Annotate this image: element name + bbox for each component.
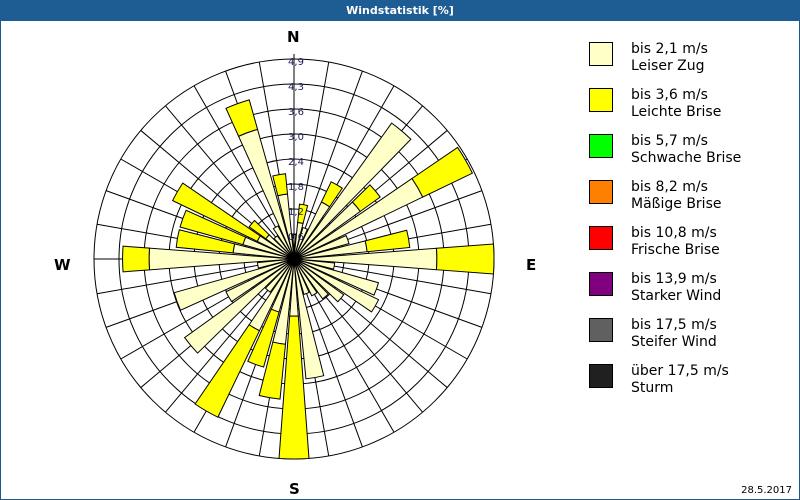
compass-west-label: W bbox=[54, 256, 71, 274]
ring-label: 4,9 bbox=[288, 57, 304, 68]
legend-swatch-icon bbox=[589, 88, 613, 112]
compass-south-label: S bbox=[289, 480, 300, 498]
legend-name: Steifer Wind bbox=[631, 334, 717, 350]
legend-range: bis 8,2 m/s bbox=[631, 179, 708, 195]
window-title: Windstatistik [%] bbox=[0, 0, 800, 21]
legend-swatch-icon bbox=[589, 180, 613, 204]
ring-label: 1,2 bbox=[288, 207, 304, 218]
legend-name: Leichte Brise bbox=[631, 104, 722, 120]
legend-range: über 17,5 m/s bbox=[631, 363, 729, 379]
legend-swatch-icon bbox=[589, 226, 613, 250]
legend-name: Frische Brise bbox=[631, 242, 720, 258]
legend-swatch-icon bbox=[589, 272, 613, 296]
legend-range: bis 2,1 m/s bbox=[631, 41, 708, 57]
ring-label: 4,3 bbox=[288, 82, 304, 93]
date-label: 28.5.2017 bbox=[741, 485, 792, 496]
wind-rose-chart: 0,6 1,2 1,8 2,4 3,0 3,6 4,3 4,9 bbox=[93, 54, 495, 460]
legend-swatch-icon bbox=[589, 134, 613, 158]
ring-label: 0,6 bbox=[288, 232, 304, 243]
compass-east-label: E bbox=[526, 256, 537, 274]
ring-label: 1,8 bbox=[288, 182, 304, 193]
legend-range: bis 13,9 m/s bbox=[631, 271, 717, 287]
legend-range: bis 10,8 m/s bbox=[631, 225, 717, 241]
legend-name: Sturm bbox=[631, 380, 674, 396]
legend-range: bis 5,7 m/s bbox=[631, 133, 708, 149]
legend-name: Mäßige Brise bbox=[631, 196, 722, 212]
legend-swatch-icon bbox=[589, 318, 613, 342]
ring-label: 2,4 bbox=[288, 157, 304, 168]
legend-name: Leiser Zug bbox=[631, 58, 705, 74]
ring-label: 3,6 bbox=[288, 107, 304, 118]
ring-label: 3,0 bbox=[288, 132, 304, 143]
legend-swatch-icon bbox=[589, 42, 613, 66]
legend-name: Schwache Brise bbox=[631, 150, 742, 166]
compass-north-label: N bbox=[287, 28, 300, 46]
legend-swatch-icon bbox=[589, 364, 613, 388]
legend-name: Starker Wind bbox=[631, 288, 722, 304]
legend-range: bis 3,6 m/s bbox=[631, 87, 708, 103]
legend-range: bis 17,5 m/s bbox=[631, 317, 717, 333]
